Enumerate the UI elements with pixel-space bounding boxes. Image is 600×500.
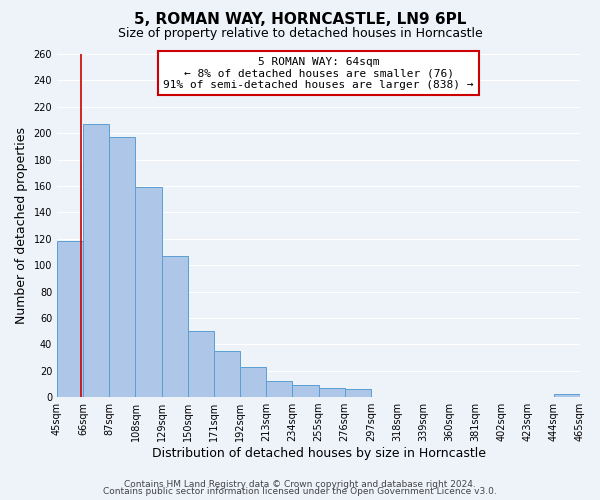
Bar [319, 388, 344, 397]
Text: Contains public sector information licensed under the Open Government Licence v3: Contains public sector information licen… [103, 487, 497, 496]
Text: 5 ROMAN WAY: 64sqm
← 8% of detached houses are smaller (76)
91% of semi-detached: 5 ROMAN WAY: 64sqm ← 8% of detached hous… [163, 56, 474, 90]
Text: 5, ROMAN WAY, HORNCASTLE, LN9 6PL: 5, ROMAN WAY, HORNCASTLE, LN9 6PL [134, 12, 466, 28]
Bar [554, 394, 580, 397]
Bar [188, 331, 214, 397]
Bar [136, 188, 161, 397]
Bar [161, 256, 188, 397]
X-axis label: Distribution of detached houses by size in Horncastle: Distribution of detached houses by size … [152, 447, 485, 460]
Bar [344, 389, 371, 397]
Bar [57, 242, 83, 397]
Text: Contains HM Land Registry data © Crown copyright and database right 2024.: Contains HM Land Registry data © Crown c… [124, 480, 476, 489]
Y-axis label: Number of detached properties: Number of detached properties [15, 127, 28, 324]
Text: Size of property relative to detached houses in Horncastle: Size of property relative to detached ho… [118, 28, 482, 40]
Bar [83, 124, 109, 397]
Bar [266, 381, 292, 397]
Bar [109, 137, 136, 397]
Bar [240, 366, 266, 397]
Bar [214, 351, 240, 397]
Bar [292, 385, 319, 397]
